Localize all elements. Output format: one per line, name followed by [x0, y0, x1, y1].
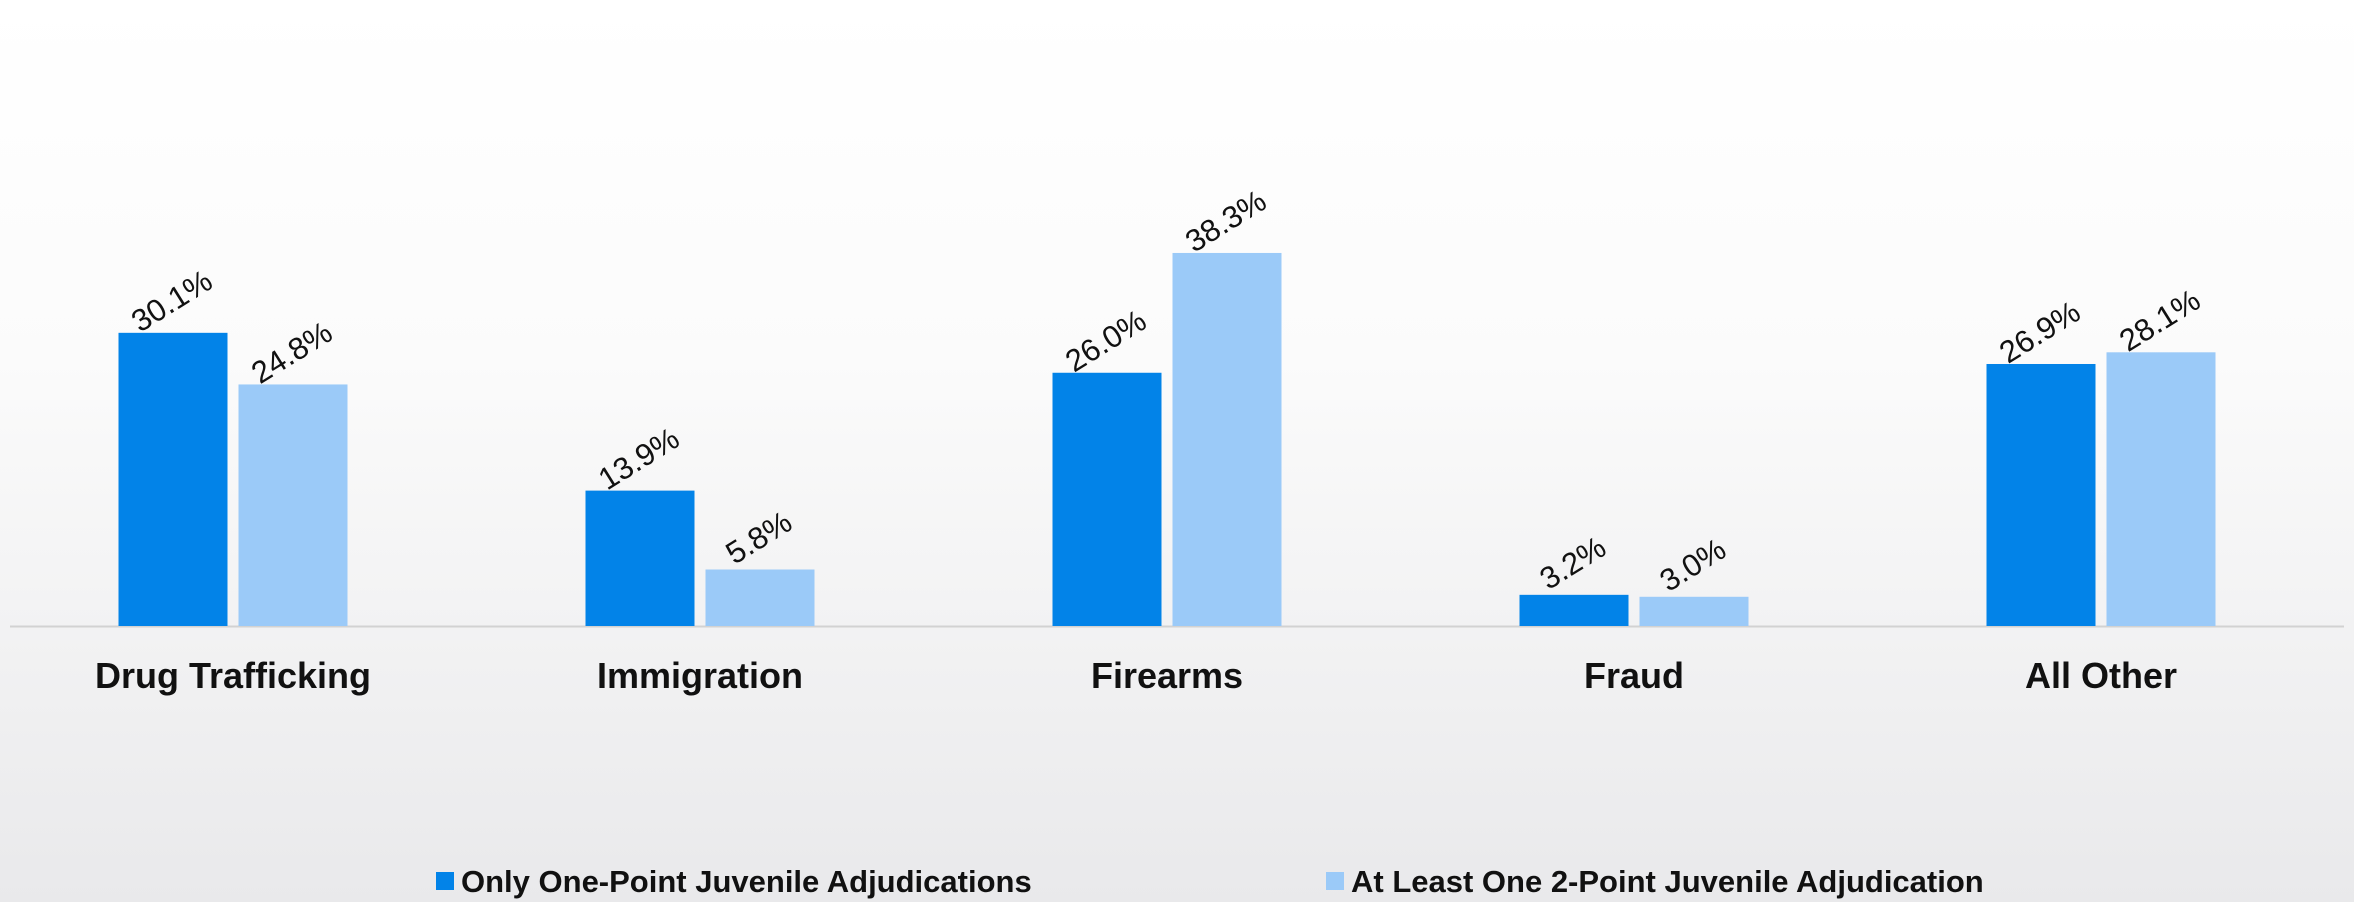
bar-series-2-firearms: [1172, 252, 1282, 626]
bar-series-1-firearms: [1052, 372, 1162, 626]
data-label: 3.2%: [1534, 529, 1612, 596]
legend-item-2: At Least One 2-Point Juvenile Adjudicati…: [1326, 864, 1984, 899]
data-label: 3.0%: [1654, 531, 1732, 598]
category-label-drug-trafficking: Drug Trafficking: [95, 655, 371, 696]
bar-series-2-all-other: [2106, 352, 2216, 626]
data-labels-layer: 30.1% 24.8% 13.9% 5.8% 26.0% 38.3% 3.2% 3.0% 26.…: [125, 183, 2206, 599]
legend-item-1: Only One-Point Juvenile Adjudications: [436, 864, 1032, 899]
legend-swatch: [436, 872, 454, 890]
legend-label: At Least One 2-Point Juvenile Adjudicati…: [1351, 864, 1984, 899]
category-label-firearms: Firearms: [1091, 655, 1243, 696]
bar-series-2-immigration: [705, 569, 815, 626]
data-label: 24.8%: [245, 314, 338, 390]
bar-series-2-drug-trafficking: [238, 384, 348, 626]
data-label: 38.3%: [1179, 183, 1272, 259]
category-labels-layer: Drug Trafficking Immigration Firearms Fraud…: [95, 655, 2177, 696]
data-label: 13.9%: [592, 421, 685, 497]
bars-layer: [118, 252, 2216, 626]
bar-series-1-immigration: [585, 490, 695, 626]
data-label: 28.1%: [2113, 282, 2206, 358]
category-label-all-other: All Other: [2025, 655, 2177, 696]
legend-swatch: [1326, 872, 1344, 890]
bar-series-2-fraud: [1639, 596, 1749, 626]
bar-series-1-all-other: [1986, 363, 2096, 626]
bar-series-1-drug-trafficking: [118, 332, 228, 626]
category-label-immigration: Immigration: [597, 655, 803, 696]
data-label: 5.8%: [720, 504, 798, 571]
category-label-fraud: Fraud: [1584, 655, 1684, 696]
legend: Only One-Point Juvenile Adjudications At …: [436, 864, 1984, 899]
legend-label: Only One-Point Juvenile Adjudications: [461, 864, 1032, 899]
data-label: 26.9%: [1993, 294, 2086, 370]
bar-series-1-fraud: [1519, 594, 1629, 626]
data-label: 26.0%: [1059, 303, 1152, 379]
data-label: 30.1%: [125, 263, 218, 339]
